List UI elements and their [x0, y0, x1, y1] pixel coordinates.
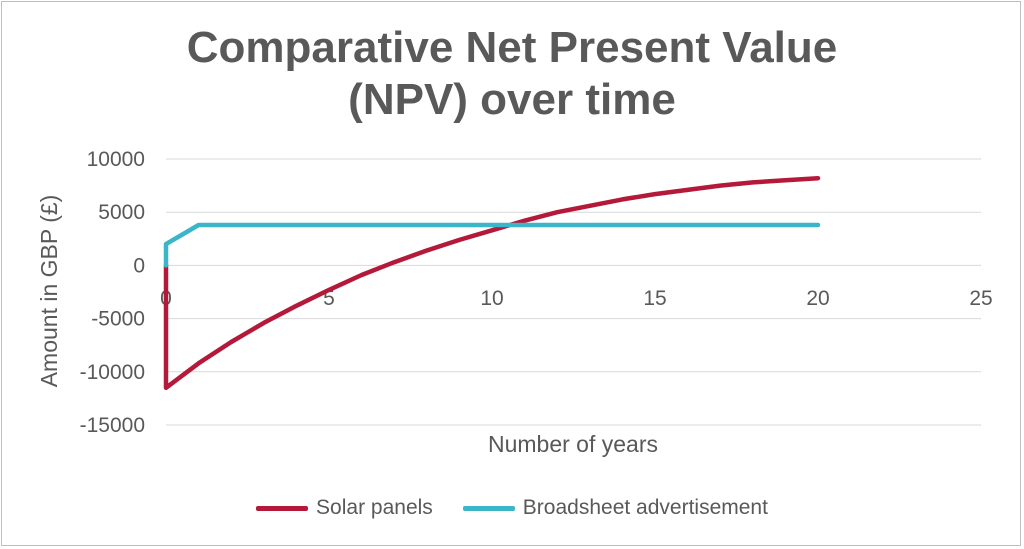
- legend-item-broadsheet: Broadsheet advertisement: [462, 496, 768, 520]
- x-tick-label: 25: [969, 287, 992, 310]
- chart-title-line-2: (NPV) over time: [348, 75, 676, 124]
- series-line-solar-panels: [163, 175, 821, 391]
- x-tick-label: 20: [806, 287, 829, 310]
- x-tick-label: 5: [323, 287, 335, 310]
- legend-label-solar: Solar panels: [316, 496, 433, 519]
- series-line-broadsheet-advertisement: [163, 222, 821, 268]
- x-tick-label: 15: [643, 287, 666, 310]
- y-tick-label: -15000: [80, 414, 145, 437]
- chart-title-line-1: Comparative Net Present Value: [186, 23, 838, 72]
- y-tick-label: 5000: [98, 201, 145, 224]
- legend-label-broadsheet: Broadsheet advertisement: [522, 496, 768, 519]
- series-lines: [163, 175, 821, 391]
- x-axis-title: Number of years: [488, 431, 658, 457]
- legend: Solar panels Broadsheet advertisement: [0, 496, 1024, 520]
- gridlines: [166, 158, 981, 426]
- legend-swatch-broadsheet: [462, 505, 515, 511]
- y-tick-label: -10000: [80, 361, 145, 384]
- y-tick-labels: 10000 5000 0 -5000 -10000 -15000: [80, 148, 145, 437]
- legend-swatch-solar: [256, 505, 309, 511]
- x-tick-labels: 0 5 10 15 20 25: [160, 287, 993, 310]
- y-tick-label: 0: [133, 254, 145, 277]
- y-tick-label: 10000: [87, 148, 145, 171]
- x-tick-label: 10: [480, 287, 503, 310]
- legend-item-solar: Solar panels: [256, 496, 433, 520]
- chart-title: Comparative Net Present Value (NPV) over…: [0, 22, 1024, 126]
- y-axis-title: Amount in GBP (£): [36, 195, 62, 388]
- y-tick-label: -5000: [91, 308, 145, 331]
